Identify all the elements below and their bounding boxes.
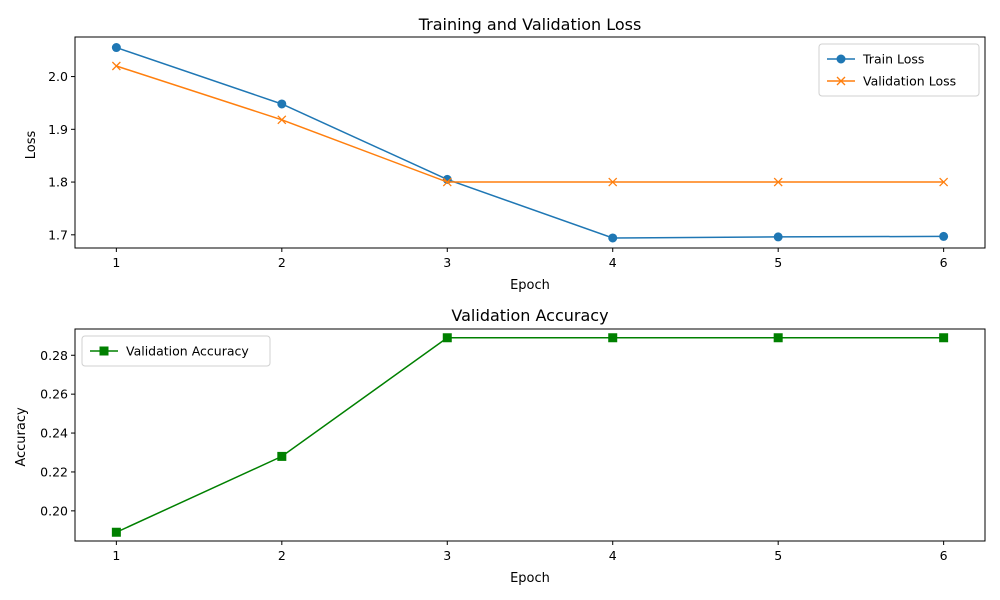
loss-chart-xtick-label: 2	[278, 255, 286, 270]
train-loss-point	[111, 43, 121, 53]
accuracy-chart-ytick-label: 0.28	[40, 348, 68, 363]
accuracy-chart-ytick-label: 0.26	[40, 387, 68, 402]
loss-chart-ytick-label: 2.0	[48, 69, 68, 84]
loss-chart-ytick-label: 1.8	[48, 175, 68, 190]
accuracy-chart-xlabel: Epoch	[510, 571, 550, 586]
accuracy-chart-ytick-label: 0.20	[40, 503, 68, 518]
loss-chart-ytick-label: 1.7	[48, 227, 68, 242]
accuracy-chart-xtick-label: 2	[278, 548, 286, 563]
train-loss-point	[773, 232, 783, 242]
loss-chart-legend: Train Loss Validation Loss	[818, 43, 980, 97]
validation-loss-point	[608, 177, 618, 187]
validation-accuracy-point	[111, 527, 121, 537]
accuracy-chart-ylabel: Accuracy	[14, 407, 29, 467]
validation-accuracy-point	[939, 333, 949, 343]
loss-chart-ylabel: Loss	[24, 131, 39, 160]
accuracy-chart-series	[111, 333, 949, 537]
validation-loss-line	[116, 65, 944, 183]
accuracy-chart-xtick-label: 5	[774, 548, 782, 563]
validation-accuracy-point	[442, 333, 452, 343]
validation-loss-point	[442, 177, 452, 187]
accuracy-chart-xtick-label: 3	[443, 548, 451, 563]
accuracy-chart-xtick-label: 4	[609, 548, 617, 563]
loss-chart-xtick-label: 3	[443, 255, 451, 270]
loss-chart-legend-box	[818, 43, 980, 97]
validation-loss-point	[939, 177, 949, 187]
validation-loss-point	[111, 61, 121, 71]
loss-chart-series	[111, 43, 949, 243]
loss-chart-xtick-label: 5	[774, 255, 782, 270]
validation-accuracy-legend-marker	[99, 346, 109, 356]
accuracy-chart-ticks: 1 2 3 4 5 6 0.20 0.22 0.24 0.26 0.28	[40, 348, 948, 563]
train-loss-legend-marker	[836, 54, 846, 64]
train-loss-point	[277, 99, 287, 109]
loss-chart-xtick-label: 6	[940, 255, 948, 270]
accuracy-chart-legend-box	[81, 335, 271, 367]
validation-accuracy-point	[608, 333, 618, 343]
loss-chart-title: Training and Validation Loss	[418, 15, 642, 34]
loss-chart-xlabel: Epoch	[510, 278, 550, 293]
train-loss-legend-label: Train Loss	[862, 52, 924, 67]
accuracy-chart-xtick-label: 6	[940, 548, 948, 563]
validation-accuracy-legend-label: Validation Accuracy	[126, 344, 249, 359]
validation-accuracy-point	[277, 451, 287, 461]
validation-accuracy-line	[116, 337, 944, 533]
accuracy-chart-ytick-label: 0.24	[40, 426, 68, 441]
validation-loss-point	[277, 115, 287, 125]
validation-loss-legend-marker	[836, 76, 846, 86]
loss-chart: Training and Validation Loss Epoch Loss …	[24, 15, 986, 293]
train-loss-point	[939, 231, 949, 241]
accuracy-chart-title: Validation Accuracy	[451, 306, 608, 325]
train-loss-line	[116, 46, 944, 239]
accuracy-chart-legend: Validation Accuracy	[81, 335, 271, 367]
loss-chart-frame	[74, 36, 986, 249]
loss-chart-xtick-label: 1	[112, 255, 120, 270]
accuracy-chart-frame	[74, 328, 986, 542]
train-loss-point	[608, 233, 618, 243]
loss-chart-xtick-label: 4	[609, 255, 617, 270]
validation-accuracy-point	[773, 333, 783, 343]
accuracy-chart: Validation Accuracy Epoch Accuracy 1 2 3 4 5…	[14, 306, 986, 586]
loss-chart-ticks: 1 2 3 4 5 6 1.7 1.8 1.9 2.0	[48, 69, 948, 270]
accuracy-chart-ytick-label: 0.22	[40, 464, 68, 479]
accuracy-chart-xtick-label: 1	[112, 548, 120, 563]
validation-loss-point	[773, 177, 783, 187]
loss-chart-ytick-label: 1.9	[48, 122, 68, 137]
validation-loss-legend-label: Validation Loss	[863, 74, 956, 89]
